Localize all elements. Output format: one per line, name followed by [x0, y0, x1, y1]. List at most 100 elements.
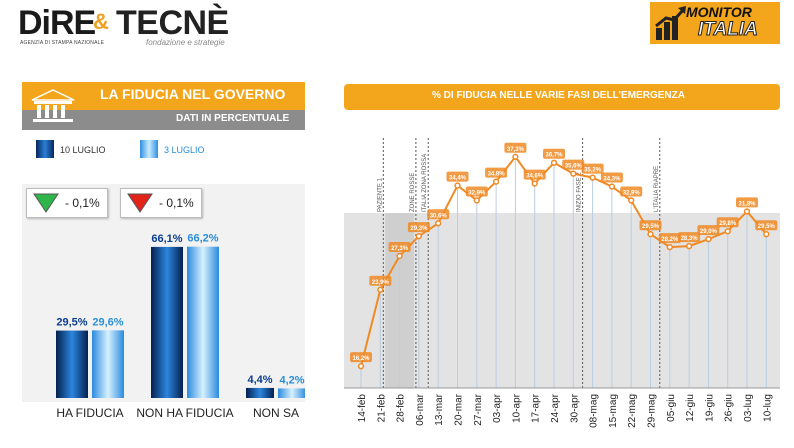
phase-annotation: PAZIENTE 1	[377, 177, 383, 212]
data-label: 29,8%	[719, 221, 737, 227]
x-tick-label: 12-giu	[685, 394, 696, 422]
data-point	[550, 159, 558, 166]
line-chart: PAZIENTE 1 ZONE ROSSE ITALIA ZONA ROSSA INI…	[344, 138, 780, 428]
x-tick-label: 21-feb	[376, 394, 387, 423]
data-label-bg	[600, 172, 623, 183]
bar-value-label: 66,1%	[151, 233, 182, 245]
data-label: 30,6%	[430, 213, 448, 219]
x-tick-label: 10-apr	[511, 393, 522, 423]
bar-value-label: 29,5%	[56, 317, 87, 329]
data-point	[608, 183, 616, 190]
phase-annotation: INIZIO FASE 2	[577, 172, 583, 212]
category-label: NON SA	[252, 406, 299, 420]
data-point	[628, 197, 635, 204]
data-label-bg	[543, 148, 565, 159]
data-label: 32,9%	[468, 190, 486, 196]
bar-3-luglio	[92, 330, 124, 398]
data-point	[724, 228, 731, 235]
data-point	[705, 236, 712, 243]
data-label-bg	[523, 169, 546, 180]
data-label-bg	[350, 352, 372, 363]
data-label: 34,4%	[449, 176, 467, 182]
chart-growth-icon	[655, 6, 686, 40]
x-tick-label: 10-lug	[762, 394, 773, 422]
data-label-bg	[562, 159, 585, 170]
x-tick-label: 03-apr	[492, 393, 503, 423]
x-tick-label: 06-mar	[415, 393, 426, 425]
x-tick-label: 05-giu	[666, 394, 677, 422]
left-title-bar	[22, 82, 305, 110]
bar-10-luglio	[246, 387, 274, 398]
category-label: HA FIDUCIA	[56, 406, 124, 420]
monitor-italia-logo	[650, 2, 780, 44]
red-triangle-icon	[127, 193, 153, 213]
x-tick-label: 30-apr	[569, 393, 580, 423]
x-tick-label: 26-giu	[724, 394, 735, 422]
x-tick-label: 20-mar	[454, 393, 465, 425]
left-subtitle-bar	[22, 110, 305, 130]
x-tick-label: 28-feb	[396, 394, 407, 423]
data-point	[357, 363, 365, 370]
data-label: 32,9%	[623, 190, 641, 196]
data-point	[415, 233, 423, 240]
x-tick-label: 15-mag	[608, 394, 619, 428]
green-triangle-icon	[33, 193, 59, 213]
data-label: 28,3%	[681, 236, 699, 242]
data-label: 34,8%	[488, 172, 506, 178]
x-tick-label: 14-feb	[357, 394, 368, 423]
data-label: 34,6%	[526, 174, 544, 180]
dire-logo: DiRE	[18, 4, 96, 42]
data-point	[492, 178, 500, 185]
data-label: 29,5%	[758, 224, 776, 230]
data-label-bg	[755, 220, 778, 231]
x-tick-label: 17-apr	[531, 393, 542, 423]
bar-10-luglio	[151, 246, 183, 398]
bar-3-luglio	[187, 246, 219, 398]
data-label-bg	[446, 171, 469, 182]
data-point	[685, 242, 693, 250]
plot-shaded-area	[344, 213, 780, 388]
data-point	[666, 243, 673, 251]
left-panel-title: LA FIDUCIA NEL GOVERNO	[100, 86, 286, 102]
tecne-logo-subtitle: fondazione e strategie	[146, 38, 225, 47]
data-label: 36,7%	[545, 153, 563, 159]
change-value: - 0,1%	[65, 196, 100, 210]
phase-annotation: L'ITALIA RIAPRE	[654, 166, 660, 212]
data-label-bg	[736, 197, 758, 208]
x-tick-label: 22-mag	[627, 394, 638, 428]
data-label: 37,3%	[507, 147, 525, 153]
data-point	[763, 231, 770, 238]
data-point	[589, 174, 596, 181]
legend-swatch-3-luglio	[140, 140, 158, 158]
data-point	[647, 231, 654, 238]
data-label: 29,3%	[410, 226, 428, 232]
data-label-bg	[658, 233, 681, 244]
data-label: 31,8%	[738, 201, 756, 207]
data-label-bg	[504, 142, 527, 153]
data-point	[377, 286, 384, 293]
x-tick-label: 19-giu	[704, 394, 715, 422]
data-label-bg	[620, 186, 643, 197]
data-label: 23,9%	[372, 280, 390, 286]
change-box-non-ha-fiducia: - 0,1%	[120, 188, 202, 218]
government-building-icon	[31, 89, 75, 122]
data-point	[435, 220, 442, 227]
x-tick-label: 27-mar	[473, 393, 484, 425]
data-label: 29,5%	[642, 224, 660, 230]
bar-3-luglio	[278, 388, 305, 398]
bar-chart: 29,5% 29,6% 66,1% 66,2% 4,4% 4,2%	[56, 233, 305, 398]
data-point	[531, 180, 538, 187]
phase-annotation: ITALIA ZONA ROSSA	[422, 154, 428, 212]
italia-text: ITALIA	[698, 19, 759, 41]
data-label-bg	[678, 232, 701, 243]
ampersand: &	[93, 9, 109, 34]
x-tick-label: 29-mag	[647, 394, 658, 428]
monitor-text: MONITOR	[686, 4, 752, 20]
data-label-bg	[407, 222, 430, 233]
category-label: NON HA FIDUCIA	[136, 406, 234, 420]
data-label: 35,6%	[565, 164, 583, 170]
right-panel-title: % DI FIDUCIA NELLE VARIE FASI DELL'EMERG…	[432, 90, 685, 101]
phase-annotation: ZONE ROSSE	[410, 173, 416, 212]
data-point	[454, 182, 461, 189]
data-label: 16,2%	[352, 356, 370, 362]
